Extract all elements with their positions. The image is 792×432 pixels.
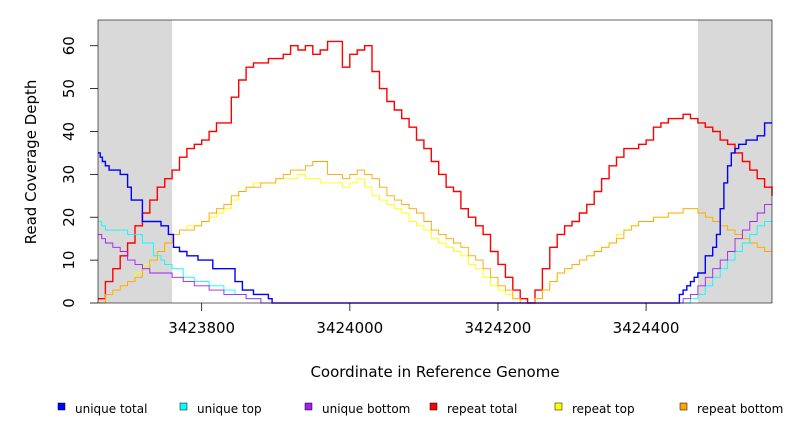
x-axis-label: Coordinate in Reference Genome xyxy=(310,363,559,381)
legend-label-unique-total: unique total xyxy=(75,402,147,416)
y-tick-label: 60 xyxy=(60,36,78,55)
y-tick-label: 10 xyxy=(60,251,78,270)
x-tick-label: 3424400 xyxy=(613,319,680,337)
y-tick-label: 20 xyxy=(60,208,78,227)
y-tick-label: 40 xyxy=(60,122,78,141)
plot-frame xyxy=(97,19,773,304)
legend-label-unique-bottom: unique bottom xyxy=(322,402,410,416)
series-repeat-top xyxy=(98,173,772,304)
series-unique-total xyxy=(98,122,772,304)
x-tick-label: 3424200 xyxy=(465,319,532,337)
legend-label-repeat-total: repeat total xyxy=(447,402,517,416)
legend-label-repeat-bottom: repeat bottom xyxy=(697,402,783,416)
series-repeat-bottom xyxy=(98,161,772,304)
y-axis-label: Read Coverage Depth xyxy=(22,80,40,245)
series-unique-top xyxy=(98,221,772,304)
shaded-regions xyxy=(98,20,772,303)
y-tick-label: 0 xyxy=(60,298,78,308)
x-tick-label: 3424000 xyxy=(316,319,383,337)
legend-label-repeat-top: repeat top xyxy=(572,402,635,416)
x-axis: 3423800 3424000 3424200 3424400 xyxy=(168,303,679,337)
legend-swatch-unique-total xyxy=(57,402,66,411)
legend-swatch-unique-bottom xyxy=(304,402,313,411)
legend-swatch-repeat-total xyxy=(429,402,438,411)
series-repeat-total xyxy=(98,40,773,304)
x-tick-label: 3423800 xyxy=(168,319,235,337)
y-tick-label: 30 xyxy=(60,165,78,184)
series-lines xyxy=(98,40,773,304)
legend-swatch-unique-top xyxy=(179,402,188,411)
legend-swatch-repeat-top xyxy=(554,402,563,411)
legend-label-unique-top: unique top xyxy=(197,402,262,416)
y-axis: 0 10 20 30 40 50 60 xyxy=(60,36,98,308)
y-tick-label: 50 xyxy=(60,79,78,98)
legend-swatch-repeat-bottom xyxy=(679,402,688,411)
series-unique-bottom xyxy=(98,203,772,304)
legend: unique total unique top unique bottom repea… xyxy=(57,402,783,416)
